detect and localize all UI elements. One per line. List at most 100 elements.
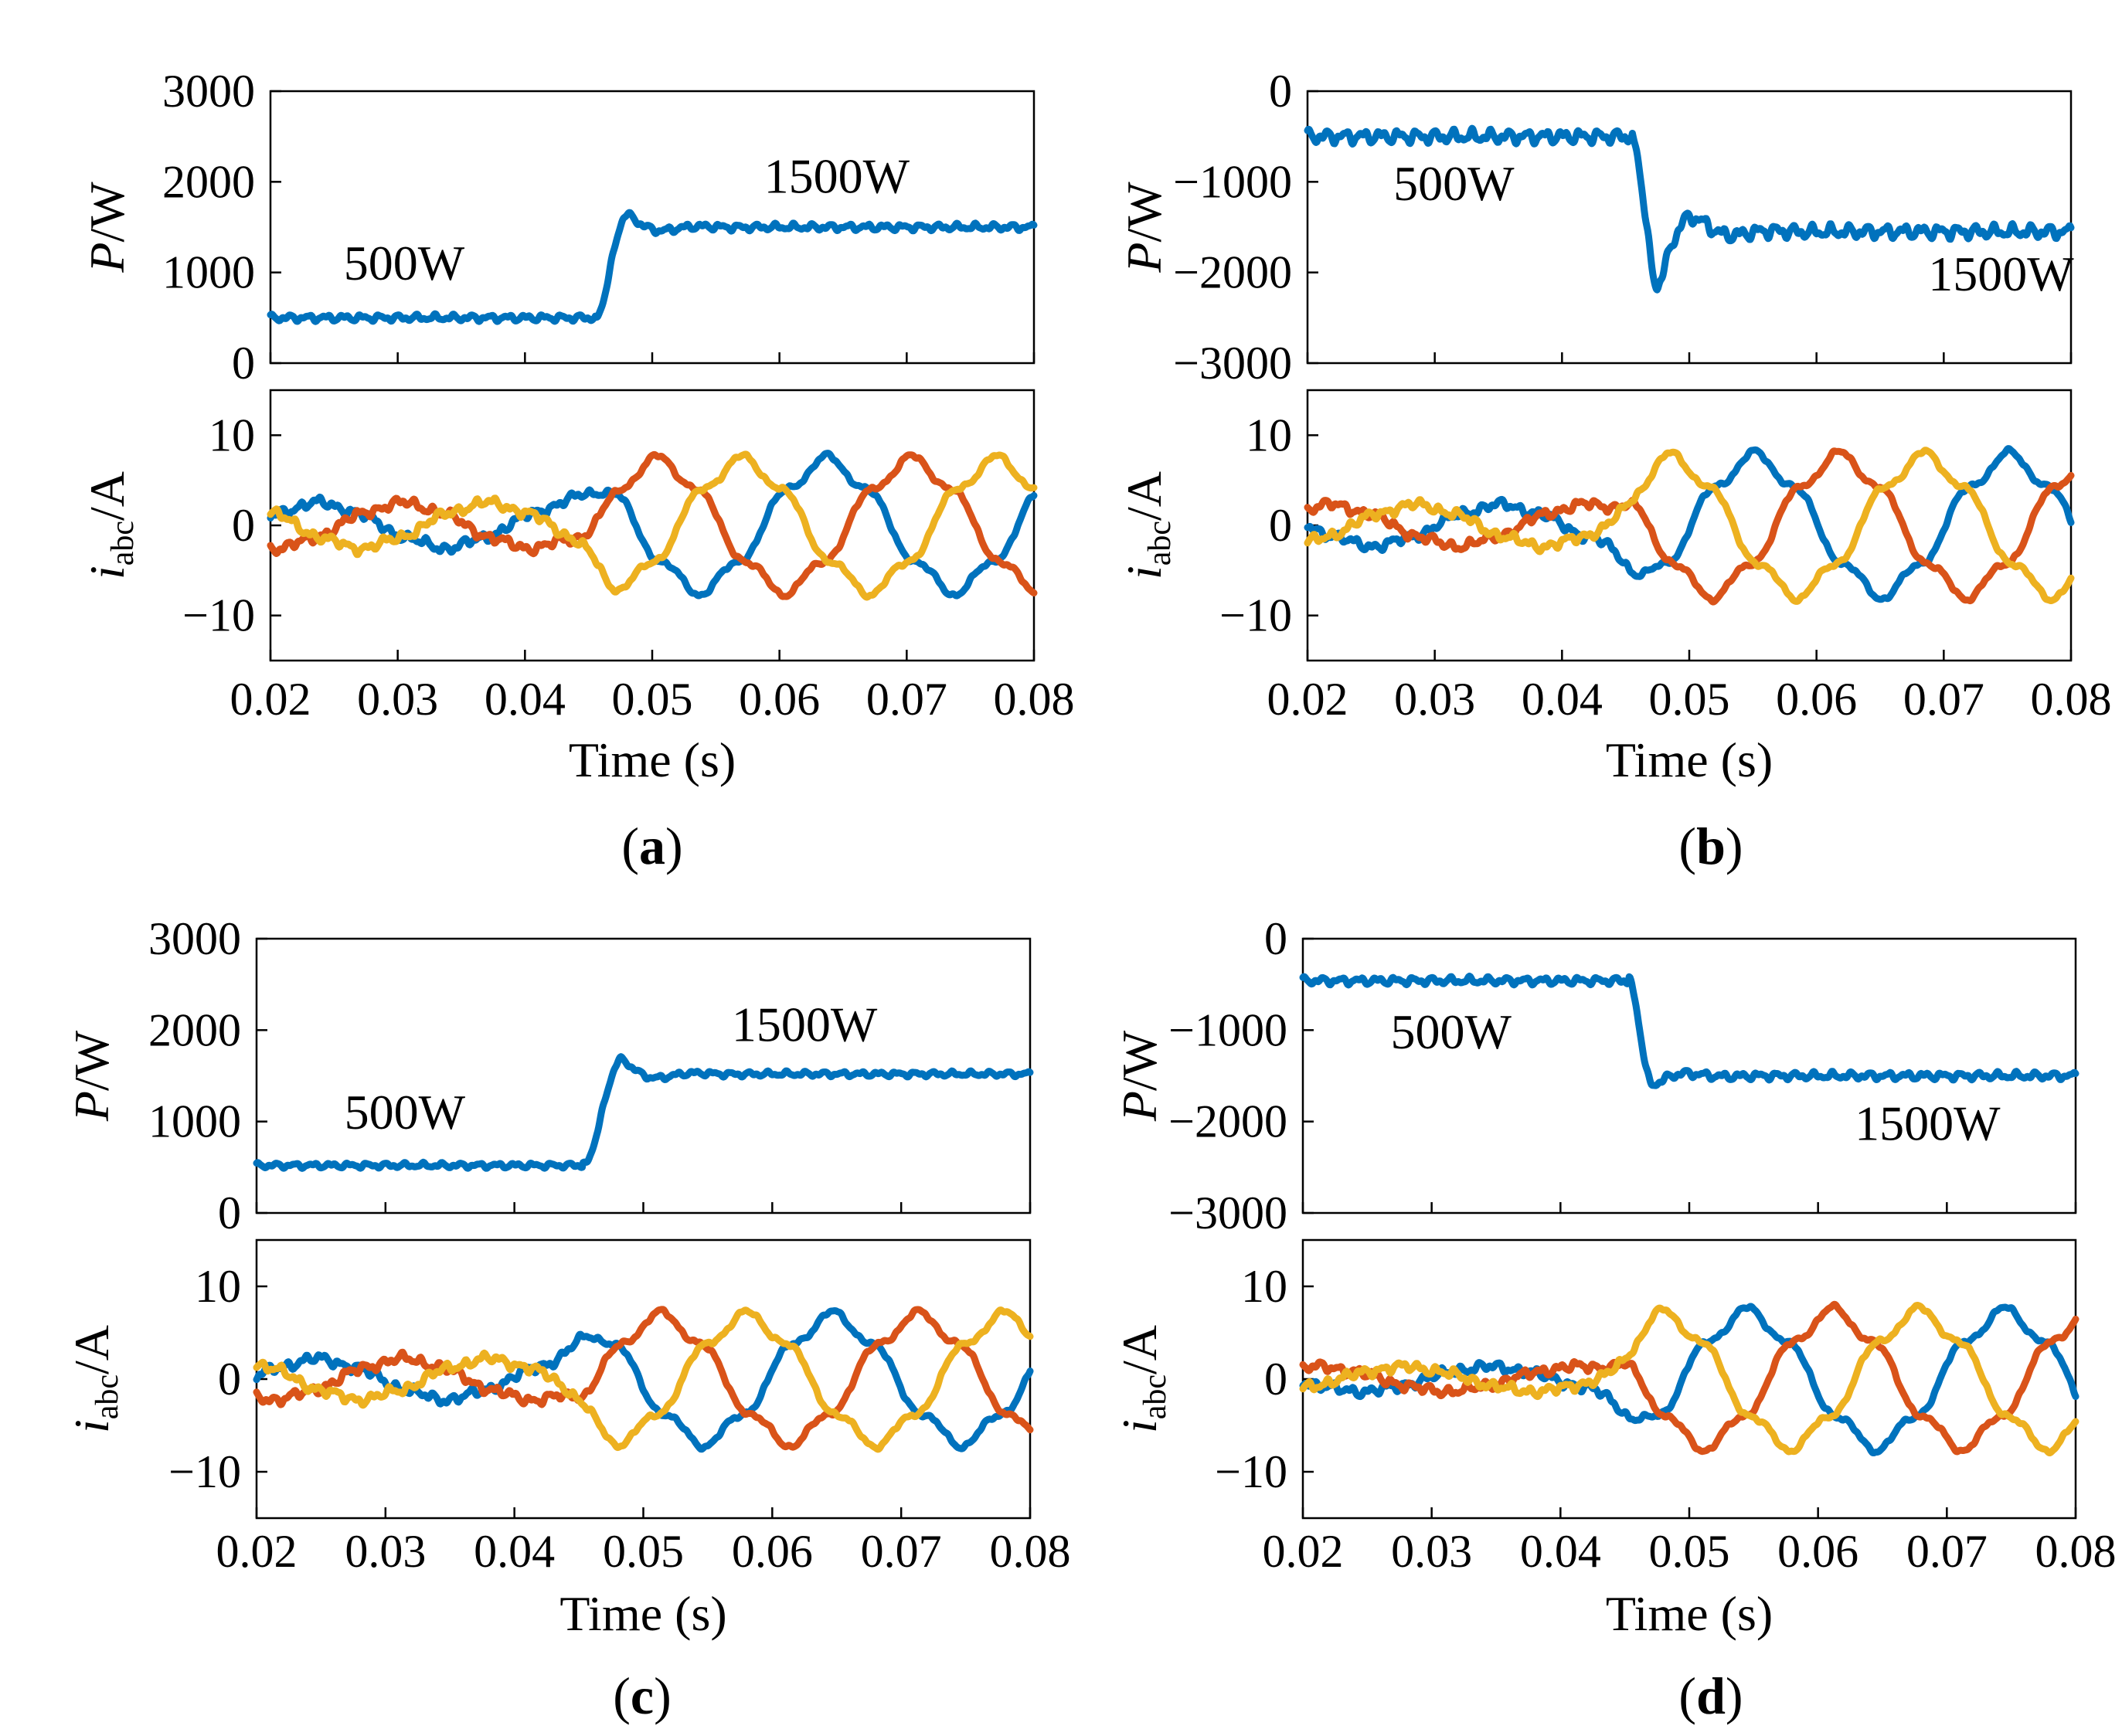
current-y-tick-label: 0 [232,500,255,551]
current-y-tick-label: −10 [182,590,255,641]
current-y-tick-label: 10 [209,409,255,460]
x-axis-label: Time (s) [559,1586,726,1641]
power-y-tick-label: 2000 [148,1004,241,1055]
power-trace [267,209,1038,325]
current-y-label-symbol: i [64,1419,119,1433]
power-y-label-symbol: P [1117,243,1172,273]
power-y-tick-label: 1000 [148,1096,241,1147]
x-tick-label: 0.02 [1267,674,1348,725]
power-y-tick-label: −3000 [1173,338,1292,389]
caption-open-paren: ( [621,817,639,875]
current-trace-ia [267,450,1038,600]
power-y-label-symbol: P [80,243,134,273]
panel-caption: (d) [1678,1666,1743,1725]
current-y-label-subscript: abc [90,1374,125,1419]
x-tick-label: 0.04 [474,1526,555,1577]
power-y-label-unit: /W [64,1030,119,1091]
panel-a: 0 1000 2000 3000 500W 1500W P/W −10 0 10 iabc/A 0.0… [80,66,1075,875]
x-axis-label: Time (s) [569,732,736,787]
x-tick-label: 0.04 [1522,674,1603,725]
x-tick-label: 0.03 [357,674,438,725]
power-annotation: 1500W [732,997,878,1052]
current-subplot: −10 0 10 iabc/A [80,389,1038,662]
caption-letter: b [1696,817,1726,875]
current-y-tick-label: 0 [1269,500,1292,551]
caption-letter: c [631,1666,654,1725]
x-tick-label: 0.02 [230,674,311,725]
x-tick-label: 0.07 [1906,1526,1988,1577]
power-subplot: 0 1000 2000 3000 500W 1500W P/W [64,913,1034,1238]
power-y-tick-label: −2000 [1173,247,1292,298]
panel-b: −3000 −2000 −1000 0 500W 1500W P/W −10 0 10 iabc/A… [1117,66,2112,875]
power-annotation: 500W [1393,156,1515,211]
current-y-tick-label: 10 [1241,1261,1287,1312]
power-annotation: 500W [344,236,465,290]
current-y-tick-label: 0 [218,1354,241,1405]
x-tick-label: 0.06 [739,674,820,725]
current-y-label-symbol: i [80,566,134,579]
power-y-axis-label: P/W [1112,1030,1167,1122]
current-y-axis-label: iabc/A [1112,1325,1173,1433]
panel-c: 0 1000 2000 3000 500W 1500W P/W −10 0 10 iabc/A 0.0… [64,913,1071,1725]
power-y-tick-label: −2000 [1168,1096,1287,1147]
x-tick-label: 0.05 [612,674,693,725]
current-y-label-unit: /A [64,1325,119,1374]
current-y-tick-label: 10 [195,1261,241,1312]
power-y-tick-label: 3000 [148,913,241,964]
current-trace-ib [253,1306,1034,1451]
power-trace [1304,124,2075,294]
caption-close-paren: ) [665,817,683,875]
current-trace-ia [1304,445,2075,603]
x-tick-label: 0.06 [1777,1526,1858,1577]
current-y-tick-label: 10 [1246,409,1292,460]
caption-open-paren: ( [613,1666,631,1725]
current-y-label-symbol: i [1112,1419,1167,1433]
power-annotation: 1500W [1928,246,2074,301]
caption-close-paren: ) [1726,1666,1743,1725]
caption-open-paren: ( [1678,817,1696,875]
x-tick-label: 0.05 [603,1526,684,1577]
power-y-tick-label: 0 [232,338,255,389]
power-annotation: 1500W [1855,1096,2001,1150]
power-y-label-symbol: P [1112,1091,1167,1122]
x-tick-label: 0.07 [861,1526,942,1577]
x-tick-label: 0.07 [1903,674,1984,725]
caption-letter: a [639,817,665,875]
power-trace [1299,973,2079,1089]
current-y-label-symbol: i [1117,566,1172,579]
x-tick-label: 0.05 [1649,674,1730,725]
power-y-tick-label: −1000 [1173,156,1292,207]
current-subplot: −10 0 10 iabc/A [1117,389,2075,662]
current-y-label-subscript: abc [1138,1374,1173,1419]
current-y-label-unit: /A [1112,1325,1167,1374]
current-plot-frame [255,1238,1032,1520]
current-subplot: −10 0 10 iabc/A [64,1238,1034,1520]
x-tick-label: 0.06 [1776,674,1857,725]
x-tick-label: 0.08 [2031,674,2112,725]
x-tick-label: 0.02 [216,1526,298,1577]
current-subplot: −10 0 10 iabc/A [1112,1238,2079,1520]
power-y-label-unit: /W [1112,1030,1167,1091]
x-tick-label: 0.07 [866,674,947,725]
power-y-tick-label: 2000 [162,156,255,207]
power-y-tick-label: 0 [218,1187,241,1238]
current-y-label-subscript: abc [105,521,141,566]
current-y-tick-label: −10 [1215,1446,1287,1497]
current-trace-ic [1304,447,2075,605]
x-tick-label: 0.03 [345,1526,426,1577]
caption-close-paren: ) [654,1666,672,1725]
current-trace-ic [1299,1302,2079,1457]
power-y-label-unit: /W [1117,182,1172,243]
x-tick-label: 0.04 [1520,1526,1601,1577]
power-trace [253,1053,1034,1172]
x-tick-label: 0.08 [990,1526,1071,1577]
power-y-axis-label: P/W [64,1030,119,1122]
current-y-tick-label: 0 [1264,1354,1287,1405]
power-subplot: 0 1000 2000 3000 500W 1500W P/W [80,66,1038,389]
x-axis-label: Time (s) [1606,732,1773,787]
x-tick-label: 0.06 [732,1526,813,1577]
power-y-tick-label: 0 [1269,66,1292,117]
current-y-label-subscript: abc [1142,521,1178,566]
current-trace-ib [267,450,1038,600]
power-y-label-unit: /W [80,182,134,243]
